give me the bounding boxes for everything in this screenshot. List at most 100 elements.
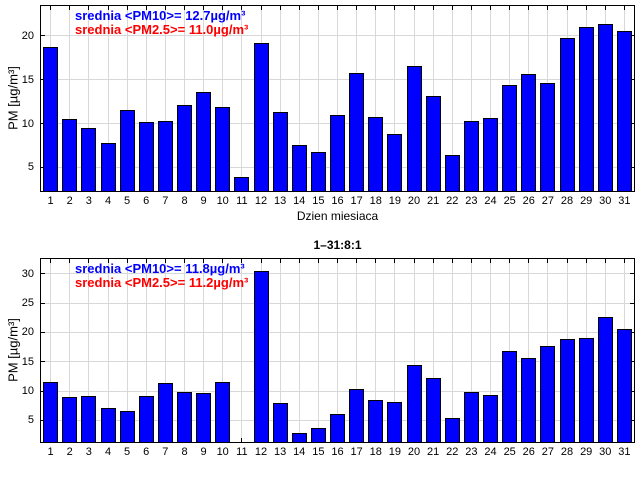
x-tick-label: 20 bbox=[407, 195, 421, 207]
gridline bbox=[375, 6, 377, 191]
tick-mark bbox=[413, 6, 415, 10]
bar-day-12 bbox=[253, 42, 269, 191]
bar-day-26 bbox=[521, 357, 537, 442]
tick-mark bbox=[126, 6, 128, 10]
y-tick-label: 25 bbox=[21, 297, 34, 309]
y-tick-label: 15 bbox=[21, 73, 34, 86]
x-tick-label: 10 bbox=[216, 446, 229, 458]
tick-mark bbox=[41, 419, 45, 421]
tick-mark bbox=[337, 259, 338, 263]
bar-day-18 bbox=[368, 400, 384, 442]
gridline bbox=[470, 6, 472, 191]
tick-mark bbox=[566, 6, 568, 10]
bar-day-5 bbox=[119, 410, 135, 442]
x-tick-label: 2 bbox=[66, 446, 73, 458]
tick-mark bbox=[547, 6, 549, 10]
tick-mark bbox=[222, 259, 224, 263]
legend-bottom-chart: srednia <PM10>= 11.8µg/m³ srednia <PM2.5… bbox=[75, 262, 248, 290]
x-tick-label: 14 bbox=[293, 446, 306, 458]
gridline bbox=[337, 6, 338, 191]
bar-day-28 bbox=[559, 37, 575, 191]
bar-day-31 bbox=[616, 30, 632, 191]
bar-day-15 bbox=[310, 427, 326, 442]
tick-mark bbox=[490, 6, 491, 10]
x-tick-label: 20 bbox=[407, 446, 421, 458]
x-tick-label: 25 bbox=[503, 195, 516, 207]
bar-day-14 bbox=[291, 144, 307, 191]
x-tick-label: 3 bbox=[85, 446, 92, 458]
x-tick-label: 30 bbox=[599, 195, 612, 207]
bar-day-1 bbox=[43, 47, 59, 191]
tick-mark bbox=[184, 6, 185, 10]
bar-day-25 bbox=[502, 84, 518, 191]
gridline bbox=[222, 6, 224, 191]
tick-mark bbox=[279, 6, 281, 10]
bar-day-20 bbox=[406, 364, 422, 442]
bar-day-21 bbox=[425, 377, 441, 442]
bar-day-10 bbox=[215, 382, 231, 442]
y-tick-label: 20 bbox=[21, 326, 34, 339]
tick-mark bbox=[528, 6, 530, 10]
tick-mark bbox=[490, 259, 491, 263]
tick-mark bbox=[41, 273, 45, 275]
tick-mark bbox=[145, 259, 147, 263]
x-tick-label: 30 bbox=[599, 446, 612, 458]
x-tick-label: 1 bbox=[47, 446, 54, 458]
tick-mark bbox=[432, 6, 434, 10]
gridline bbox=[126, 6, 128, 191]
bar-day-3 bbox=[81, 396, 97, 442]
tick-mark bbox=[203, 259, 205, 263]
gridline bbox=[41, 79, 634, 81]
y-tick-label: 10 bbox=[21, 385, 34, 397]
gridline bbox=[41, 35, 634, 37]
tick-mark bbox=[630, 361, 634, 363]
bar-day-19 bbox=[387, 402, 403, 442]
x-tick-label: 15 bbox=[312, 446, 325, 458]
x-tick-label: 28 bbox=[560, 446, 574, 458]
bottom-chart-title: 1–31:8:1 bbox=[313, 238, 362, 252]
tick-mark bbox=[356, 259, 358, 263]
x-tick-label: 28 bbox=[560, 195, 574, 207]
gridline bbox=[69, 259, 71, 442]
x-tick-label: 6 bbox=[143, 195, 150, 207]
x-tick-label: 15 bbox=[312, 195, 325, 207]
x-tick-label: 21 bbox=[426, 195, 440, 207]
tick-mark bbox=[337, 6, 338, 10]
x-tick-label: 23 bbox=[465, 195, 478, 207]
bar-day-27 bbox=[540, 83, 556, 191]
tick-mark bbox=[50, 259, 52, 263]
tick-mark bbox=[41, 166, 45, 168]
bar-day-15 bbox=[310, 152, 326, 191]
gridline bbox=[184, 259, 185, 442]
tick-mark bbox=[203, 6, 205, 10]
x-tick-label: 10 bbox=[216, 195, 229, 207]
tick-mark bbox=[394, 259, 396, 263]
gridline bbox=[279, 6, 281, 191]
bar-day-23 bbox=[463, 120, 479, 191]
gridline bbox=[375, 259, 377, 442]
bar-day-9 bbox=[196, 91, 212, 191]
x-tick-label: 22 bbox=[446, 195, 459, 207]
legend-pm10-mean: srednia <PM10>= 11.8µg/m³ bbox=[75, 261, 245, 276]
x-tick-label: 26 bbox=[522, 195, 535, 207]
tick-mark bbox=[432, 259, 434, 263]
bar-day-1 bbox=[43, 381, 59, 442]
tick-mark bbox=[241, 259, 243, 263]
tick-mark bbox=[88, 6, 90, 10]
tick-mark bbox=[509, 259, 511, 263]
gridline bbox=[298, 6, 300, 191]
x-tick-label: 11 bbox=[236, 195, 248, 207]
x-tick-label: 5 bbox=[124, 446, 131, 458]
x-tick-label: 29 bbox=[580, 446, 593, 458]
tick-mark bbox=[630, 419, 634, 421]
y-tick-label: 30 bbox=[21, 267, 34, 280]
tick-mark bbox=[317, 259, 319, 263]
tick-mark bbox=[164, 6, 166, 10]
x-tick-label: 16 bbox=[331, 446, 344, 458]
bar-day-4 bbox=[100, 142, 116, 191]
x-tick-label: 11 bbox=[236, 446, 248, 458]
bar-day-16 bbox=[330, 414, 345, 442]
bar-day-29 bbox=[578, 337, 594, 442]
x-tick-label: 1 bbox=[47, 195, 54, 207]
